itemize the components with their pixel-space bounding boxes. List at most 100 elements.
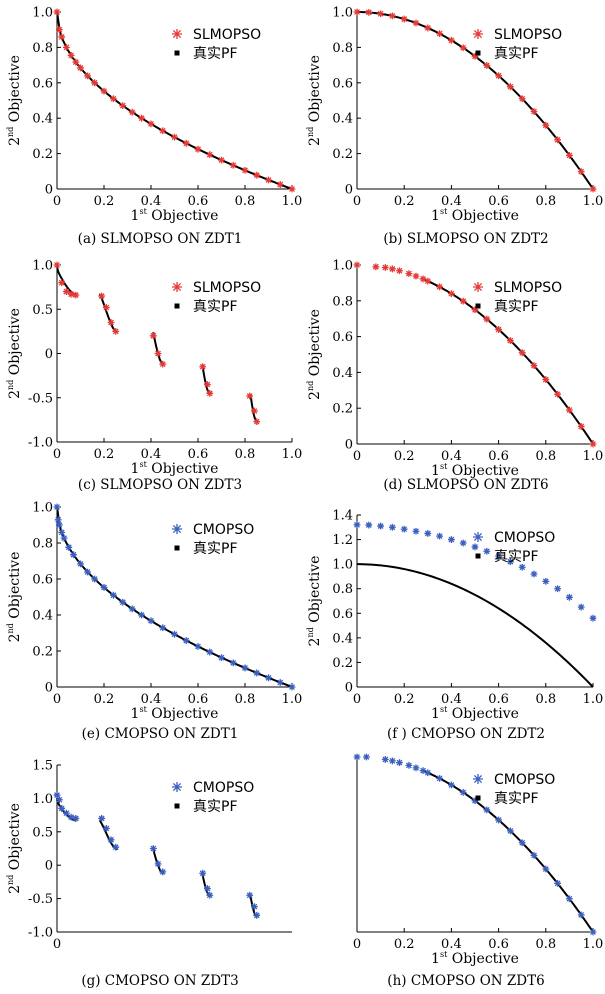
x-tick-label: 0.2 [394, 449, 415, 464]
slmopso-point [507, 83, 514, 91]
x-axis-label: 1st Objective [431, 950, 519, 967]
cmopso-point [84, 568, 91, 576]
cmopso-point [353, 753, 361, 761]
y-tick-label: 0.6 [332, 330, 353, 345]
legend-slmopso-marker [172, 29, 182, 39]
x-tick-label: 0.2 [394, 194, 415, 209]
x-tick-label: 0.4 [441, 937, 462, 952]
cmopso-point [171, 630, 178, 638]
y-tick-label: 0.5 [32, 825, 53, 840]
legend-entry-label: SLMOPSO [193, 280, 261, 296]
cmopso-point [159, 868, 167, 876]
cmopso-point [65, 543, 73, 551]
cmopso-point [77, 560, 84, 568]
slmopso-point [112, 327, 120, 335]
x-axis-label: 1st Objective [131, 207, 219, 224]
y-tick-label: 1.0 [332, 558, 353, 573]
cmopso-point [530, 570, 538, 578]
y-tick-label: 1.0 [32, 792, 53, 807]
slmopso-point [507, 337, 514, 344]
slmopso-point [518, 95, 526, 103]
legend-cmopso-marker [473, 774, 483, 784]
legend-entry-label: SLMOPSO [494, 280, 562, 296]
cmopso-point [91, 575, 98, 583]
cmopso-point [246, 891, 254, 899]
y-tick-label: 0.2 [332, 402, 353, 417]
slmopso-point [566, 151, 573, 159]
slmopso-point [372, 263, 380, 271]
legend-slmopso-marker [473, 29, 483, 39]
cmopso-point [419, 767, 427, 775]
slmopso-point [84, 72, 91, 80]
cmopso-point [58, 528, 66, 536]
cmopso-point [159, 624, 167, 632]
slmopso-point [241, 166, 249, 174]
y-tick-label: 1.5 [32, 759, 53, 774]
slmopso-point [589, 185, 597, 193]
slmopso-point [459, 297, 467, 305]
chart-panel-1: 0 0.2 0.4 0.6 0.8 1.0 0 0.2 0.4 0.6 0.8 1.0 1st Obje… [6, 6, 302, 248]
y-tick-label: 0 [345, 183, 353, 198]
slmopso-point [138, 114, 145, 122]
true-pf-curve [201, 364, 211, 396]
y-tick-label: 0.2 [332, 147, 353, 162]
slmopso-point [471, 52, 479, 60]
x-tick-label: 0.2 [94, 447, 115, 462]
cmopso-point [182, 637, 190, 644]
y-tick-label: -1.0 [28, 436, 53, 451]
legend-entry-label: CMOPSO [193, 780, 254, 796]
cmopso-point [365, 521, 373, 529]
x-tick-label: 0.2 [394, 692, 415, 707]
cmopso-point [436, 532, 443, 540]
cmopso-point [204, 885, 211, 892]
slmopso-point [128, 108, 136, 116]
cmopso-point [102, 825, 110, 832]
cmopso-point [72, 815, 80, 822]
slmopso-point [63, 288, 70, 295]
slmopso-point [554, 136, 561, 144]
slmopso-point [102, 304, 110, 311]
slmopso-point [577, 168, 585, 176]
x-tick-label: 0.4 [141, 692, 162, 707]
slmopso-point [119, 102, 127, 110]
legend-pf-marker [475, 50, 481, 56]
cmopso-point [112, 843, 120, 851]
slmopso-point [63, 44, 70, 51]
cmopso-point [448, 781, 455, 789]
slmopso-point [353, 261, 361, 269]
slmopso-point [412, 272, 420, 280]
slmopso-point [542, 121, 550, 129]
panel-caption: (b) SLMOPSO ON ZDT2 [383, 231, 548, 247]
legend-entry-label: 真实PF [494, 46, 539, 62]
slmopso-point [149, 332, 157, 340]
slmopso-point [53, 261, 61, 269]
slmopso-point [448, 290, 455, 298]
cmopso-point [199, 869, 207, 877]
x-tick-label: 0.8 [535, 194, 556, 209]
slmopso-point [72, 58, 80, 66]
cmopso-point [55, 521, 63, 529]
y-tick-label: 0.6 [32, 573, 53, 588]
y-tick-label: 0.8 [32, 537, 53, 552]
slmopso-point [199, 363, 207, 371]
x-tick-label: 0 [53, 692, 61, 707]
y-axis-label: 2nd Objective [306, 556, 323, 647]
x-tick-label: 0.6 [488, 449, 509, 464]
y-axis-label: 2nd Objective [6, 308, 23, 399]
slmopso-point [246, 392, 254, 400]
y-tick-label: 0.6 [332, 76, 353, 91]
slmopso-point [530, 362, 538, 369]
x-tick-label: 0.2 [394, 937, 415, 952]
x-tick-label: 0.8 [235, 447, 256, 462]
legend-pf-marker [174, 803, 180, 809]
slmopso-point [577, 423, 585, 430]
cmopso-point [554, 585, 561, 593]
chart-panel-6: 0 0.2 0.4 0.6 0.8 1.0 0 0.2 0.4 0.6 0.8 1.0 1.2 1.4 1s… [306, 509, 603, 743]
x-tick-label: 0.6 [488, 692, 509, 707]
slmopso-point [58, 279, 66, 287]
cmopso-point [265, 674, 272, 682]
cmopso-point [566, 895, 573, 903]
x-axis-label: 1st Objective [431, 705, 519, 722]
slmopso-point [182, 139, 190, 147]
legend-cmopso-marker [172, 782, 182, 792]
